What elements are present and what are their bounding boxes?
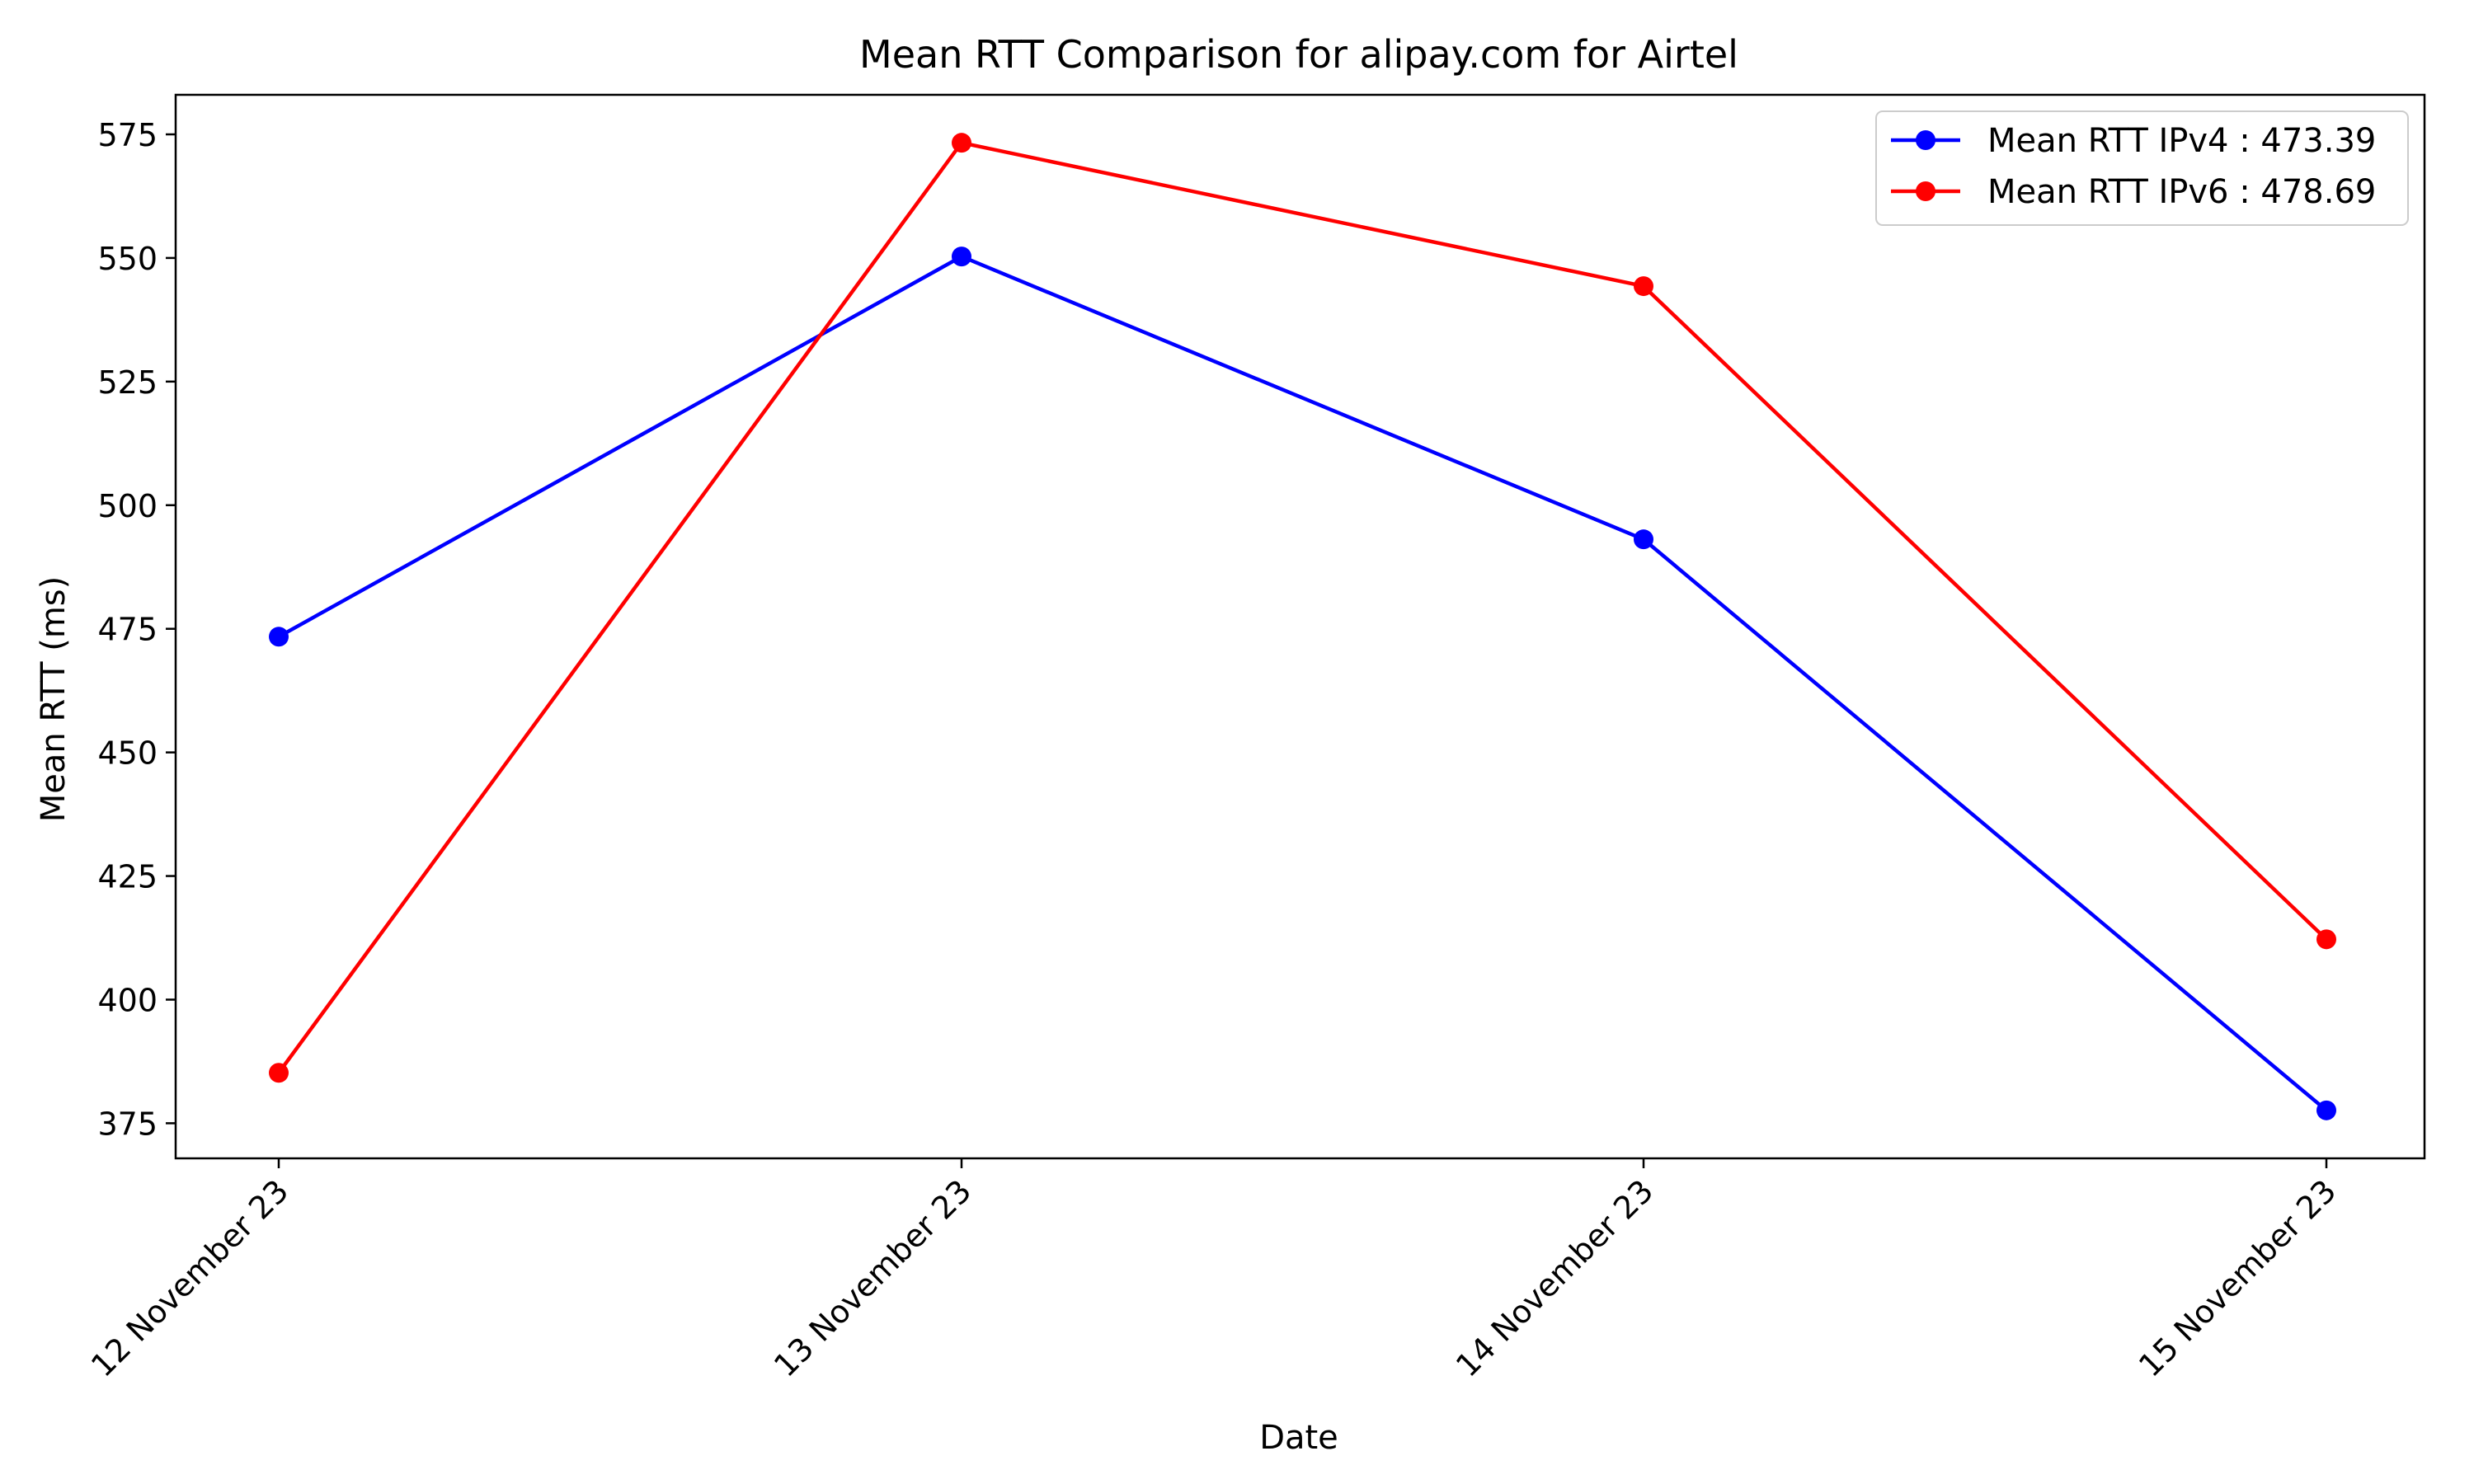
legend: Mean RTT IPv4 : 473.39 Mean RTT IPv6 : 47… bbox=[1875, 110, 2409, 226]
series-line-ipv6 bbox=[277, 140, 2328, 1074]
y-tick-label: 500 bbox=[97, 488, 158, 524]
legend-box bbox=[1875, 110, 2409, 226]
legend-label-ipv4: Mean RTT IPv4 : 473.39 bbox=[1987, 122, 2376, 160]
y-tick-label: 475 bbox=[97, 612, 158, 648]
y-tick-label: 425 bbox=[97, 859, 158, 895]
chart-title: Mean RTT Comparison for alipay.com for A… bbox=[859, 32, 1738, 77]
data-point-ipv4 bbox=[1634, 529, 1653, 550]
y-tick-label: 550 bbox=[97, 241, 158, 277]
data-point-ipv6 bbox=[269, 1063, 289, 1083]
y-tick-label: 525 bbox=[97, 364, 158, 401]
y-tick-label: 375 bbox=[97, 1106, 158, 1142]
y-tick-label: 575 bbox=[97, 117, 158, 153]
data-point-ipv6 bbox=[1634, 276, 1653, 297]
y-axis-label: Mean RTT (ms) bbox=[35, 576, 73, 822]
plot-frame bbox=[174, 93, 2426, 1160]
y-tick-label: 400 bbox=[97, 982, 158, 1018]
data-point-ipv6 bbox=[952, 133, 971, 153]
legend-marker-ipv4 bbox=[1916, 130, 1935, 150]
series-line-ipv4 bbox=[277, 254, 2328, 1112]
data-point-ipv4 bbox=[2316, 1100, 2336, 1120]
y-tick-label: 450 bbox=[97, 735, 158, 772]
data-point-ipv4 bbox=[269, 627, 289, 647]
legend-marker-ipv6 bbox=[1916, 181, 1935, 201]
legend-label-ipv6: Mean RTT IPv6 : 478.69 bbox=[1987, 173, 2376, 211]
data-point-ipv6 bbox=[2316, 929, 2336, 950]
data-point-ipv4 bbox=[952, 247, 971, 267]
x-axis-label: Date bbox=[1259, 1419, 1338, 1457]
